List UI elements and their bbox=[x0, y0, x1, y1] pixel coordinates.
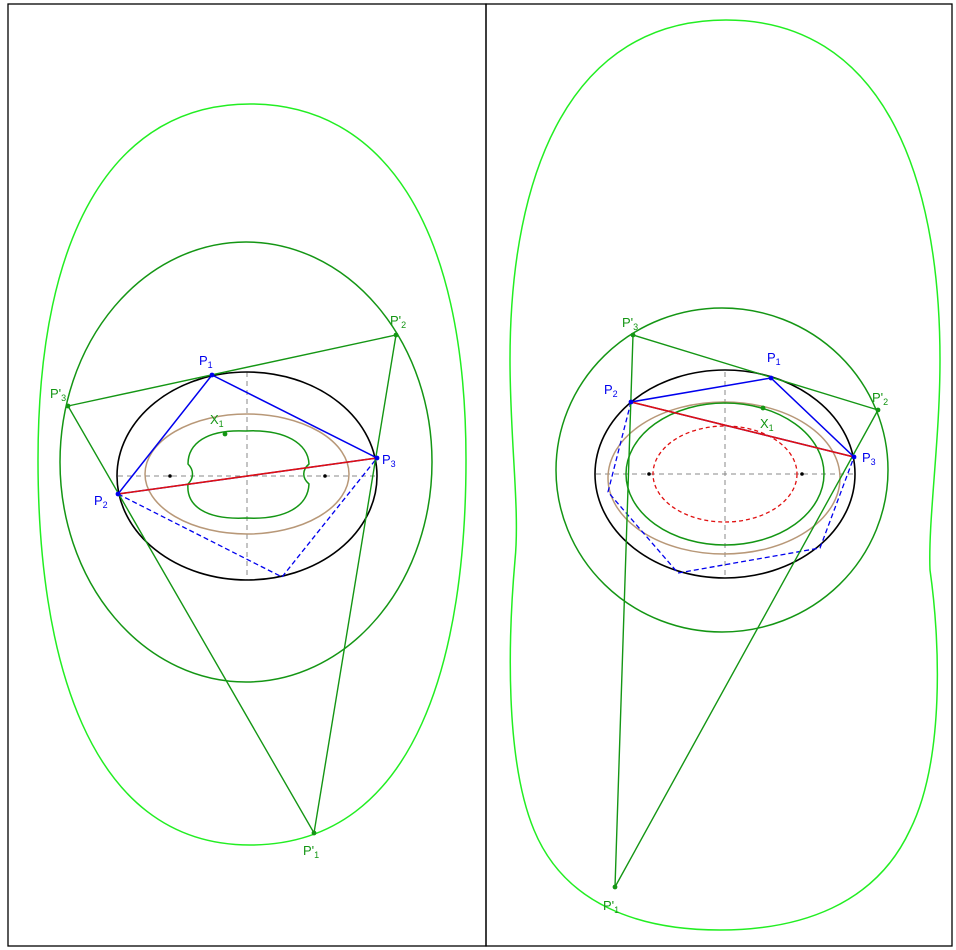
right-inner-locus bbox=[625, 402, 825, 546]
right-point-P2 bbox=[628, 399, 634, 405]
right-focus-2 bbox=[800, 472, 804, 476]
left-ellipse bbox=[116, 371, 378, 581]
left-outer-light-locus bbox=[37, 103, 467, 846]
right-point-P1 bbox=[768, 375, 774, 381]
right-outer-triangle bbox=[614, 334, 880, 888]
left-point-P1p bbox=[311, 830, 317, 836]
right-focus-1 bbox=[647, 472, 651, 476]
left-point-P1 bbox=[209, 372, 215, 378]
left-label-P3p: P'3 bbox=[50, 386, 66, 403]
right-inner-dashed-ellipse bbox=[652, 425, 798, 523]
left-label-P2: P2 bbox=[94, 493, 108, 510]
left-caustic bbox=[144, 413, 350, 535]
left-point-P2p bbox=[393, 332, 399, 338]
right-point-P2p bbox=[875, 407, 881, 413]
right-label-P3: P3 bbox=[862, 450, 876, 467]
right-red-chord bbox=[630, 401, 855, 458]
right-label-P2: P2 bbox=[604, 382, 618, 399]
left-label-P3: P3 bbox=[382, 452, 396, 469]
right-panel: P1 P2 P3 P'1 P'2 P'3 X1 bbox=[485, 3, 953, 947]
left-red-chord bbox=[117, 457, 378, 495]
left-focus-2 bbox=[323, 474, 327, 478]
right-label-X1: X1 bbox=[760, 416, 774, 433]
left-point-P3p bbox=[65, 403, 71, 409]
left-point-P2 bbox=[115, 491, 121, 497]
left-label-P1p: P'1 bbox=[303, 843, 319, 860]
right-point-X1 bbox=[760, 405, 766, 411]
left-point-X1 bbox=[222, 431, 228, 437]
right-label-P3p: P'3 bbox=[622, 315, 638, 332]
right-label-P1p: P'1 bbox=[603, 898, 619, 915]
right-panel-frame bbox=[485, 3, 953, 947]
left-panel: P1 P2 P3 P'1 P'2 P'3 X1 bbox=[7, 3, 487, 947]
left-label-X1: X1 bbox=[210, 412, 224, 429]
left-point-P3 bbox=[374, 455, 380, 461]
right-point-P1p bbox=[612, 884, 618, 890]
right-outer-dark-locus bbox=[555, 307, 889, 633]
right-dashed-polygon bbox=[607, 401, 855, 574]
right-outer-light-locus bbox=[509, 19, 941, 931]
left-label-P2p: P'2 bbox=[390, 313, 406, 330]
left-outer-dark-locus bbox=[59, 241, 433, 683]
left-inner-locus bbox=[187, 430, 310, 519]
right-point-P3 bbox=[851, 454, 857, 460]
left-focus-1 bbox=[168, 474, 172, 478]
right-ellipse bbox=[594, 369, 856, 579]
left-outer-triangle bbox=[66, 334, 397, 836]
right-label-P1: P1 bbox=[767, 350, 781, 367]
left-label-P1: P1 bbox=[199, 353, 213, 370]
right-label-P2p: P'2 bbox=[872, 390, 888, 407]
right-point-P3p bbox=[630, 332, 636, 338]
